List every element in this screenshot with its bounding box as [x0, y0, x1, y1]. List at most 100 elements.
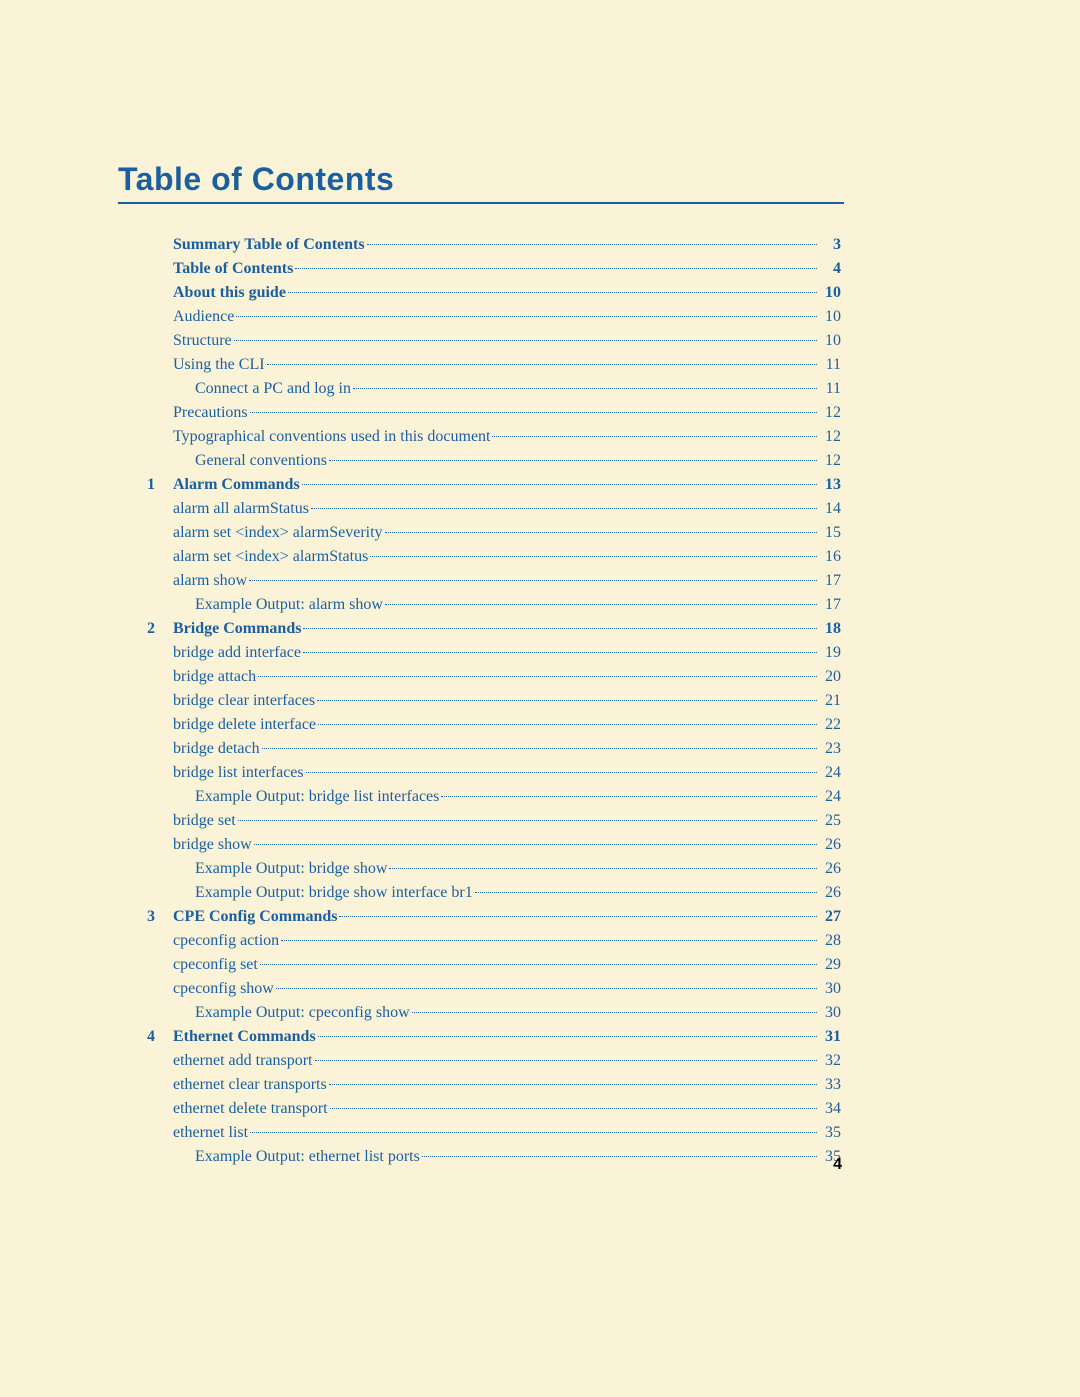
toc-leader: [258, 676, 817, 677]
toc-entry[interactable]: 1Alarm Commands 13: [147, 476, 841, 494]
toc-entry[interactable]: .bridge set25: [147, 812, 841, 830]
toc-entry[interactable]: .Table of Contents 4: [147, 260, 841, 278]
toc-entry[interactable]: .alarm set <index> alarmSeverity15: [147, 524, 841, 542]
toc-entry-label: alarm all alarmStatus: [173, 500, 309, 518]
toc-leader: [412, 1012, 817, 1013]
toc-page-number: 10: [819, 332, 841, 350]
toc-leader: [303, 652, 817, 653]
toc-entry[interactable]: .Precautions12: [147, 404, 841, 422]
toc-chapter-number: .: [147, 500, 173, 518]
toc-entry[interactable]: .cpeconfig action28: [147, 932, 841, 950]
toc-leader: [276, 988, 817, 989]
toc-entry[interactable]: .alarm show17: [147, 572, 841, 590]
toc-entry[interactable]: .bridge show26: [147, 836, 841, 854]
toc-leader: [254, 844, 817, 845]
toc-entry-label: General conventions: [173, 452, 327, 470]
toc-page-number: 12: [819, 428, 841, 446]
toc-chapter-number: .: [147, 308, 173, 326]
toc-entry-label: Ethernet Commands: [173, 1028, 316, 1046]
toc-page-number: 29: [819, 956, 841, 974]
toc-page-number: 12: [819, 404, 841, 422]
toc-entry[interactable]: .Example Output: alarm show 17: [147, 596, 841, 614]
toc-page-number: 17: [819, 572, 841, 590]
toc-entry-label: bridge detach: [173, 740, 260, 758]
toc-chapter-number: .: [147, 740, 173, 758]
toc-entry[interactable]: .alarm set <index> alarmStatus16: [147, 548, 841, 566]
toc-page-number: 16: [819, 548, 841, 566]
toc-page-number: 3: [819, 236, 841, 254]
toc-entry[interactable]: .Connect a PC and log in 11: [147, 380, 841, 398]
toc-entry-label: ethernet delete transport: [173, 1100, 328, 1118]
toc-page-number: 13: [819, 476, 841, 494]
toc-chapter-number: .: [147, 332, 173, 350]
toc-entry[interactable]: .Summary Table of Contents 3: [147, 236, 841, 254]
toc-leader: [339, 916, 817, 917]
toc-entry[interactable]: .ethernet add transport 32: [147, 1052, 841, 1070]
toc-entry[interactable]: .Example Output: bridge show 26: [147, 860, 841, 878]
toc-chapter-number: .: [147, 260, 173, 278]
toc-leader: [441, 796, 817, 797]
toc-entry-label: Summary Table of Contents: [173, 236, 365, 254]
toc-leader: [353, 388, 817, 389]
toc-entry[interactable]: .General conventions 12: [147, 452, 841, 470]
toc-entry[interactable]: 4Ethernet Commands31: [147, 1028, 841, 1046]
toc-chapter-number: .: [147, 692, 173, 710]
toc-chapter-number: .: [147, 284, 173, 302]
toc-chapter-number: .: [147, 1076, 173, 1094]
toc-entry[interactable]: .cpeconfig show30: [147, 980, 841, 998]
toc-page-number: 4: [819, 260, 841, 278]
toc-entry-label: Example Output: bridge show interface br…: [173, 884, 473, 902]
toc-entry[interactable]: .Example Output: cpeconfig show 30: [147, 1004, 841, 1022]
toc-entry-label: Example Output: cpeconfig show: [173, 1004, 410, 1022]
toc-entry[interactable]: .alarm all alarmStatus14: [147, 500, 841, 518]
toc-leader: [303, 628, 817, 629]
toc-page-number: 27: [819, 908, 841, 926]
toc-chapter-number: .: [147, 452, 173, 470]
toc-entry[interactable]: .ethernet list35: [147, 1124, 841, 1142]
title-underline: [118, 202, 844, 204]
toc-entry[interactable]: .Example Output: bridge list interfaces …: [147, 788, 841, 806]
toc-leader: [311, 508, 817, 509]
toc-chapter-number: .: [147, 788, 173, 806]
toc-leader: [318, 1036, 817, 1037]
toc-leader: [234, 340, 817, 341]
toc-entry[interactable]: .bridge list interfaces 24: [147, 764, 841, 782]
toc-entry[interactable]: .bridge attach20: [147, 668, 841, 686]
toc-entry[interactable]: .ethernet clear transports33: [147, 1076, 841, 1094]
toc-page-number: 19: [819, 644, 841, 662]
toc-entry[interactable]: .Example Output: ethernet list ports 35: [147, 1148, 841, 1166]
toc-page-number: 33: [819, 1076, 841, 1094]
toc-page-number: 31: [819, 1028, 841, 1046]
toc-entry-label: cpeconfig show: [173, 980, 274, 998]
toc-entry[interactable]: .Audience10: [147, 308, 841, 326]
toc-page-number: 28: [819, 932, 841, 950]
toc-page-number: 10: [819, 308, 841, 326]
toc-entry-label: ethernet add transport: [173, 1052, 313, 1070]
toc-list: .Summary Table of Contents 3.Table of Co…: [147, 236, 841, 1172]
toc-leader: [329, 1084, 817, 1085]
toc-entry[interactable]: .Using the CLI 11: [147, 356, 841, 374]
toc-entry[interactable]: .bridge add interface 19: [147, 644, 841, 662]
toc-page-number: 24: [819, 788, 841, 806]
toc-entry[interactable]: 3CPE Config Commands27: [147, 908, 841, 926]
toc-leader: [318, 724, 817, 725]
toc-entry[interactable]: .bridge detach23: [147, 740, 841, 758]
toc-entry[interactable]: .About this guide 10: [147, 284, 841, 302]
toc-chapter-number: 1: [147, 476, 173, 494]
toc-leader: [317, 700, 817, 701]
toc-leader: [260, 964, 817, 965]
toc-entry[interactable]: 2Bridge Commands18: [147, 620, 841, 638]
toc-entry[interactable]: .Typographical conventions used in this …: [147, 428, 841, 446]
toc-entry-label: bridge set: [173, 812, 236, 830]
toc-entry[interactable]: .cpeconfig set29: [147, 956, 841, 974]
toc-page-number: 22: [819, 716, 841, 734]
toc-entry[interactable]: .Example Output: bridge show interface b…: [147, 884, 841, 902]
toc-leader: [315, 1060, 818, 1061]
toc-chapter-number: .: [147, 596, 173, 614]
toc-leader: [238, 820, 817, 821]
toc-entry[interactable]: .bridge delete interface22: [147, 716, 841, 734]
toc-entry-label: Example Output: bridge show: [173, 860, 387, 878]
toc-entry[interactable]: .bridge clear interfaces21: [147, 692, 841, 710]
toc-entry[interactable]: .Structure10: [147, 332, 841, 350]
toc-entry[interactable]: .ethernet delete transport 34: [147, 1100, 841, 1118]
